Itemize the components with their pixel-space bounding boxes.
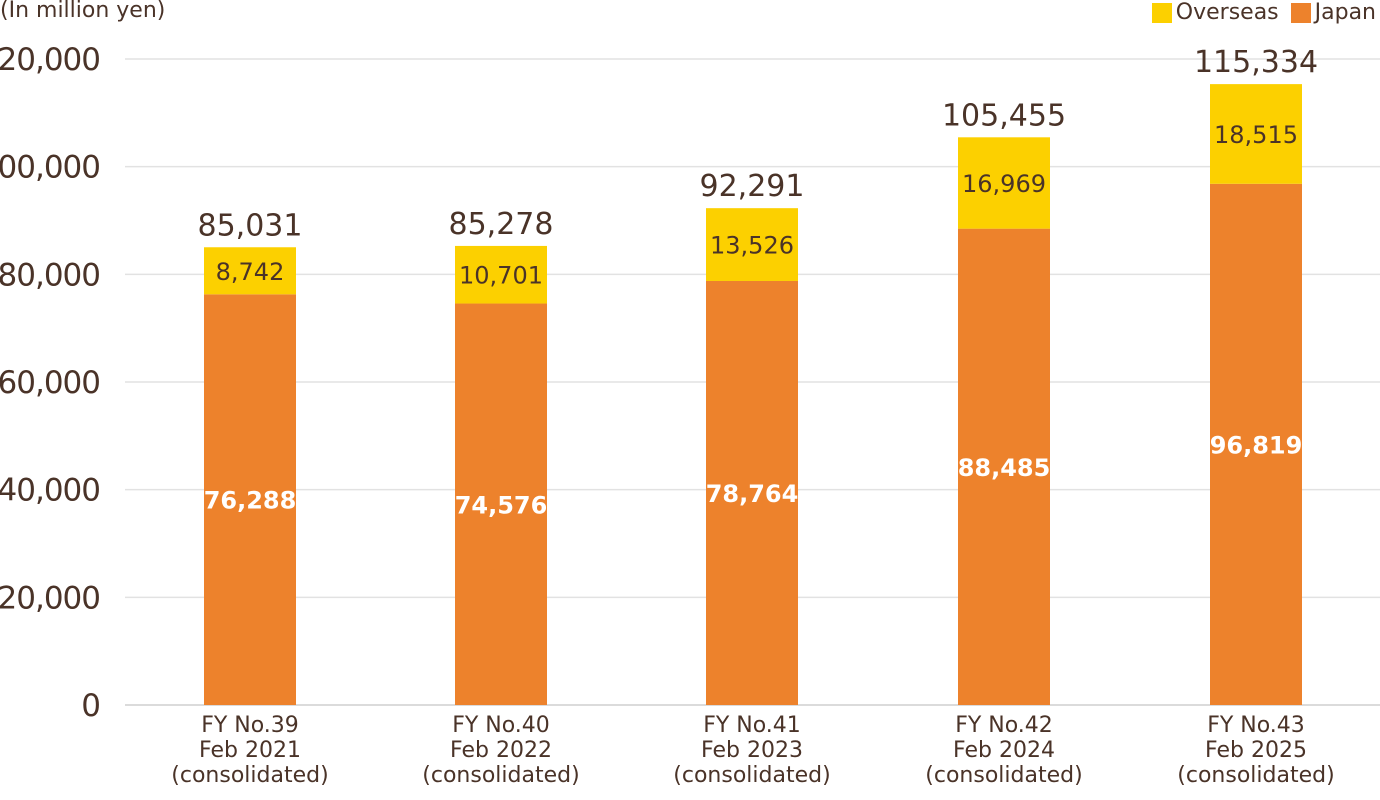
bar-overseas (1210, 84, 1302, 184)
bar-total-label: 115,334 (1194, 45, 1318, 80)
bar-total-label: 105,455 (942, 98, 1066, 133)
legend: Overseas Japan (1146, 0, 1376, 25)
bar-label-japan: 76,288 (204, 487, 297, 515)
bar-japan (958, 228, 1050, 705)
x-tick-label: FY No.39 (201, 713, 299, 738)
bar-label-overseas: 18,515 (1214, 121, 1298, 149)
y-tick-label: 120,000 (0, 42, 100, 78)
bar-label-japan: 78,764 (706, 480, 799, 508)
y-tick-label: 20,000 (0, 580, 100, 616)
bar-overseas (455, 245, 547, 304)
y-axis-unit-label: (In million yen) (0, 0, 166, 23)
x-tick-label: FY No.43 (1207, 713, 1305, 738)
y-tick-label: 0 (81, 688, 100, 724)
y-tick-label: 80,000 (0, 257, 100, 293)
x-tick-label: Feb 2021 (199, 738, 301, 763)
bar-label-japan: 74,576 (455, 491, 548, 519)
x-tick-label: (consolidated) (925, 763, 1082, 788)
y-tick-label: 100,000 (0, 150, 100, 186)
bar-total-label: 85,031 (198, 208, 303, 243)
legend-label-japan: Japan (1314, 0, 1376, 25)
legend-item-japan: Japan (1290, 0, 1376, 25)
bar-japan (204, 294, 296, 705)
y-tick-label: 60,000 (0, 365, 100, 401)
legend-label-overseas: Overseas (1175, 0, 1279, 25)
bar-overseas (204, 247, 296, 295)
y-tick-label: 40,000 (0, 473, 100, 509)
x-tick-label: (consolidated) (673, 763, 830, 788)
bar-japan (455, 303, 547, 705)
x-tick-label: Feb 2023 (701, 738, 803, 763)
x-tick-label: FY No.41 (703, 713, 801, 738)
bar-total-label: 92,291 (700, 169, 805, 204)
bar-label-overseas: 13,526 (710, 232, 794, 260)
legend-item-overseas: Overseas (1151, 0, 1279, 25)
legend-swatch-overseas (1151, 2, 1172, 23)
bar-label-overseas: 16,969 (962, 170, 1046, 198)
legend-swatch-japan (1290, 2, 1311, 23)
bar-total-label: 85,278 (449, 207, 554, 242)
bar-japan (1210, 183, 1302, 706)
x-tick-label: Feb 2022 (450, 738, 552, 763)
x-tick-label: Feb 2025 (1205, 738, 1307, 763)
x-tick-label: FY No.42 (955, 713, 1053, 738)
x-tick-label: Feb 2024 (953, 738, 1055, 763)
x-tick-label: (consolidated) (422, 763, 579, 788)
x-tick-label: (consolidated) (171, 763, 328, 788)
bar-japan (706, 280, 798, 705)
bar-label-overseas: 10,701 (459, 262, 543, 290)
bar-overseas (958, 137, 1050, 229)
bar-overseas (706, 208, 798, 281)
bar-label-japan: 96,819 (1210, 431, 1303, 459)
x-tick-label: FY No.40 (452, 713, 550, 738)
bar-label-overseas: 8,742 (216, 258, 285, 286)
bar-label-japan: 88,485 (958, 454, 1051, 482)
x-tick-label: (consolidated) (1177, 763, 1334, 788)
